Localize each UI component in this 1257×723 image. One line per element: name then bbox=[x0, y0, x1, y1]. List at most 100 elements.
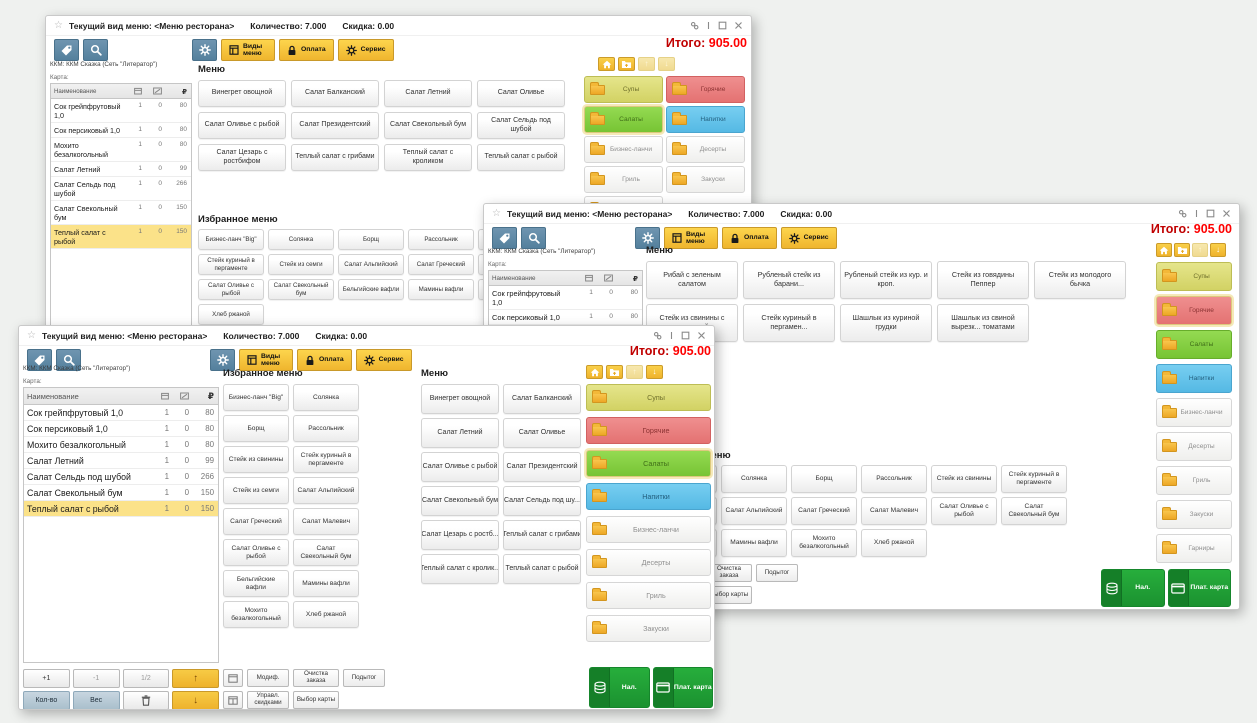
category-button[interactable]: Бизнес-ланчи bbox=[584, 136, 663, 163]
menu-item-button[interactable]: Салат Летний bbox=[384, 80, 472, 107]
search-button[interactable] bbox=[56, 349, 81, 371]
minimize-icon[interactable] bbox=[1194, 209, 1199, 218]
maximize-icon[interactable] bbox=[1206, 209, 1215, 218]
favorite-item-button[interactable]: Мамины вафли bbox=[721, 529, 787, 557]
titlebar[interactable]: ☆ Текущий вид меню: <Меню ресторана> Кол… bbox=[19, 326, 714, 346]
favorite-item-button[interactable]: Салат Свекольный бум bbox=[1001, 497, 1067, 525]
category-button[interactable]: Супы bbox=[586, 384, 711, 411]
card-payment-button[interactable]: Плат. карта bbox=[1167, 569, 1231, 607]
menu-item-button[interactable]: Салат Летний bbox=[421, 418, 499, 448]
favorite-item-button[interactable]: Хлеб ржаной bbox=[293, 601, 359, 628]
menu-item-button[interactable]: Салат Оливье bbox=[477, 80, 565, 107]
close-icon[interactable] bbox=[734, 21, 743, 30]
favorite-star-icon[interactable]: ☆ bbox=[27, 329, 36, 341]
favorite-item-button[interactable]: Салат Альпийский bbox=[721, 497, 787, 525]
payment-button[interactable]: Оплата bbox=[722, 227, 777, 249]
favorite-item-button[interactable]: Бизнес-ланч "Big" bbox=[223, 384, 289, 411]
favorite-item-button[interactable]: Мохито безалкогольный bbox=[791, 529, 857, 557]
minimize-icon[interactable] bbox=[706, 21, 711, 30]
favorite-item-button[interactable]: Мохито безалкогольный bbox=[223, 601, 289, 628]
favorite-item-button[interactable]: Салат Альпийский bbox=[338, 254, 404, 275]
order-row[interactable]: Сок грейпфрутовый 1,0 1 0 80 bbox=[24, 405, 218, 421]
menu-item-button[interactable]: Салат Свекольный бум bbox=[421, 486, 499, 516]
favorite-item-button[interactable]: Борщ bbox=[791, 465, 857, 493]
select-card-button[interactable]: Выбор карты bbox=[706, 586, 752, 604]
category-button[interactable]: Гриль bbox=[586, 582, 711, 609]
folder-up-button[interactable] bbox=[618, 57, 635, 71]
category-button[interactable]: Напитки bbox=[1156, 364, 1232, 393]
pin-icon[interactable] bbox=[690, 21, 699, 30]
favorite-item-button[interactable]: Салат Свекольный бум bbox=[293, 539, 359, 566]
order-row[interactable]: Салат Свекольный бум 1 0 150 bbox=[24, 485, 218, 501]
favorite-item-button[interactable]: Рассольник bbox=[861, 465, 927, 493]
discounts-window-button[interactable] bbox=[223, 691, 243, 709]
minimize-icon[interactable] bbox=[669, 331, 674, 340]
menu-item-button[interactable]: Салат Балканский bbox=[503, 384, 581, 414]
favorite-item-button[interactable]: Хлеб ржаной bbox=[198, 304, 264, 325]
menu-item-button[interactable]: Теплый салат с рыбой bbox=[503, 554, 581, 584]
menu-views-button[interactable]: Виды меню bbox=[239, 349, 293, 371]
order-row[interactable]: Теплый салат с рыбой 1 0 150 bbox=[51, 225, 191, 249]
order-row[interactable]: Салат Летний 1 0 99 bbox=[24, 453, 218, 469]
category-button[interactable]: Напитки bbox=[666, 106, 745, 133]
favorite-item-button[interactable]: Борщ bbox=[223, 415, 289, 442]
menu-item-button[interactable]: Шашлык из куриной грудки bbox=[840, 304, 932, 342]
tag-button[interactable] bbox=[54, 39, 79, 61]
menu-item-button[interactable]: Теплый салат с кроликом bbox=[384, 144, 472, 171]
menu-item-button[interactable]: Салат Сельдь под шу... bbox=[503, 486, 581, 516]
favorite-item-button[interactable]: Стейк из семги bbox=[268, 254, 334, 275]
pin-icon[interactable] bbox=[1178, 209, 1187, 218]
favorite-item-button[interactable]: Салат Оливье с рыбой bbox=[198, 279, 264, 300]
order-row[interactable]: Сок персиковый 1,0 1 0 80 bbox=[489, 310, 642, 325]
favorite-item-button[interactable]: Стейк из свинины bbox=[223, 446, 289, 473]
category-button[interactable]: Закуски bbox=[1156, 500, 1232, 529]
menu-item-button[interactable]: Салат Оливье с рыбой bbox=[421, 452, 499, 482]
settings-button[interactable] bbox=[210, 349, 235, 371]
menu-item-button[interactable]: Салат Оливье с рыбой bbox=[198, 112, 286, 139]
favorite-item-button[interactable]: Стейк куриный в пергаменте bbox=[1001, 465, 1067, 493]
payment-button[interactable]: Оплата bbox=[279, 39, 334, 61]
modifier-button[interactable]: Модиф. bbox=[247, 669, 289, 687]
row-up-button[interactable]: ↑ bbox=[172, 669, 219, 688]
favorite-item-button[interactable]: Салат Альпийский bbox=[293, 477, 359, 504]
menu-item-button[interactable]: Салат Сельдь под шубой bbox=[477, 112, 565, 139]
scroll-up-button[interactable]: ↑ bbox=[626, 365, 643, 379]
search-button[interactable] bbox=[521, 227, 546, 249]
close-icon[interactable] bbox=[697, 331, 706, 340]
home-button[interactable] bbox=[598, 57, 615, 71]
order-row[interactable]: Салат Свекольный бум 1 0 150 bbox=[51, 201, 191, 225]
menu-item-button[interactable]: Теплый салат с грибами bbox=[291, 144, 379, 171]
count-button[interactable]: Кол-во bbox=[23, 691, 70, 709]
menu-item-button[interactable]: Рибай с зеленым салатом bbox=[646, 261, 738, 299]
menu-item-button[interactable]: Стейк из молодого бычка bbox=[1034, 261, 1126, 299]
category-button[interactable]: Напитки bbox=[586, 483, 711, 510]
category-button[interactable]: Горячие bbox=[1156, 296, 1232, 325]
weight-button[interactable]: Вес bbox=[72, 691, 120, 709]
favorite-item-button[interactable]: Стейк куриный в пергаменте bbox=[198, 254, 264, 275]
favorite-item-button[interactable]: Солянка bbox=[268, 229, 334, 250]
category-button[interactable]: Супы bbox=[584, 76, 663, 103]
menu-item-button[interactable]: Салат Цезарь с ростбифом bbox=[198, 144, 286, 171]
menu-item-button[interactable]: Рубленый стейк из кур. и кроп. bbox=[840, 261, 932, 299]
maximize-icon[interactable] bbox=[681, 331, 690, 340]
service-button[interactable]: Сервис bbox=[355, 349, 412, 371]
scroll-down-button[interactable]: ↓ bbox=[658, 57, 675, 71]
clear-order-button[interactable]: Очистка заказа bbox=[706, 564, 752, 582]
modifier-window-button[interactable] bbox=[223, 669, 243, 687]
menu-item-button[interactable]: Салат Оливье bbox=[503, 418, 581, 448]
scroll-down-button[interactable]: ↓ bbox=[646, 365, 663, 379]
titlebar[interactable]: ☆ Текущий вид меню: <Меню ресторана> Кол… bbox=[484, 204, 1239, 224]
select-card-button[interactable]: Выбор карты bbox=[293, 691, 339, 709]
category-button[interactable]: Салаты bbox=[586, 450, 711, 477]
menu-item-button[interactable]: Теплый салат с грибами bbox=[503, 520, 581, 550]
menu-item-button[interactable]: Винегрет овощной bbox=[421, 384, 499, 414]
category-button[interactable]: Гриль bbox=[584, 166, 663, 193]
category-button[interactable]: Гарниры bbox=[1156, 534, 1232, 563]
order-row[interactable]: Сок персиковый 1,0 1 0 80 bbox=[51, 123, 191, 138]
menu-item-button[interactable]: Винегрет овощной bbox=[198, 80, 286, 107]
payment-button[interactable]: Оплата bbox=[297, 349, 352, 371]
search-button[interactable] bbox=[83, 39, 108, 61]
folder-up-button[interactable] bbox=[606, 365, 623, 379]
menu-item-button[interactable]: Салат Президентский bbox=[291, 112, 379, 139]
category-button[interactable]: Закуски bbox=[666, 166, 745, 193]
